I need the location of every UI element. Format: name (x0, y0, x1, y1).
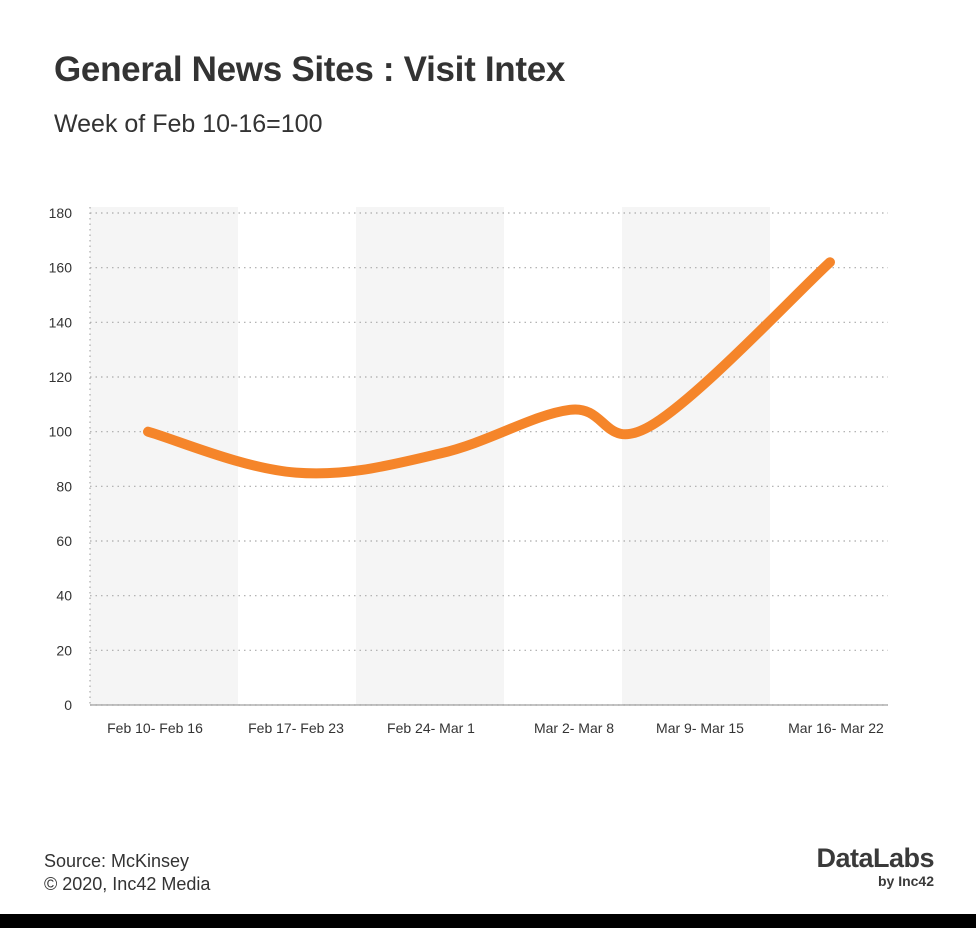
x-tick-label: Mar 2- Mar 8 (534, 720, 614, 736)
series-line (143, 257, 835, 479)
y-tick-label: 0 (64, 697, 72, 713)
chart-subtitle: Week of Feb 10-16=100 (54, 110, 323, 138)
x-tick-label: Mar 16- Mar 22 (788, 720, 884, 736)
y-axis-ticks: 0 20 40 60 80 100 120 140 160 180 (49, 205, 73, 713)
y-tick-label: 120 (49, 369, 73, 385)
gridlines (89, 207, 888, 706)
logo-main-text: DataLabs (816, 843, 934, 873)
x-tick-label: Feb 10- Feb 16 (107, 720, 203, 736)
chart-title: General News Sites : Visit Intex (54, 50, 566, 89)
background-band (622, 207, 770, 705)
series-layer (143, 257, 835, 479)
x-axis-ticks: Feb 10- Feb 16 Feb 17- Feb 23 Feb 24- Mar … (107, 720, 884, 736)
x-tick-label: Mar 9- Mar 15 (656, 720, 744, 736)
y-tick-label: 100 (49, 424, 73, 440)
y-tick-label: 180 (49, 205, 73, 221)
y-tick-label: 140 (49, 314, 73, 330)
source-text: Source: McKinsey (44, 851, 190, 871)
y-tick-label: 40 (56, 588, 72, 604)
y-tick-label: 160 (49, 260, 73, 276)
bottom-bar (0, 914, 976, 928)
x-tick-label: Feb 17- Feb 23 (248, 720, 344, 736)
y-tick-label: 20 (56, 642, 72, 658)
source-note: Source: McKinsey © 2020, Inc42 Media (44, 850, 210, 896)
x-tick-label: Feb 24- Mar 1 (387, 720, 475, 736)
logo-sub-text: by Inc42 (877, 873, 934, 889)
datalabs-logo: DataLabs by Inc42 (816, 843, 934, 889)
copyright-text: © 2020, Inc42 Media (44, 874, 211, 894)
y-tick-label: 80 (56, 478, 72, 494)
y-tick-label: 60 (56, 533, 72, 549)
